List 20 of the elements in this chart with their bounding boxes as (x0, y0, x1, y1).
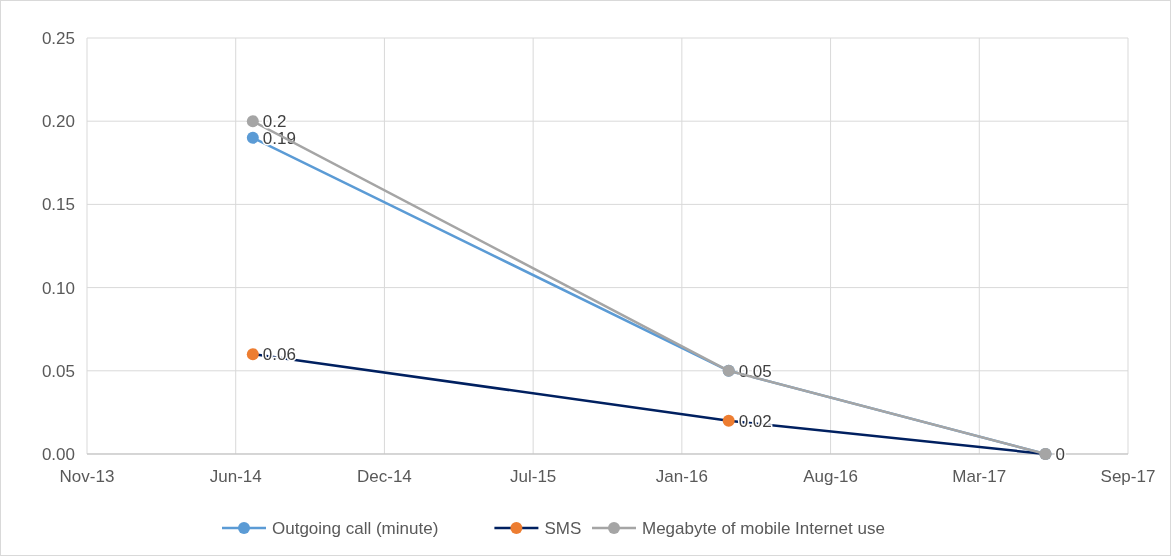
data-label: 0.2 (262, 112, 287, 132)
y-tick-label: 0.05 (41, 361, 75, 381)
x-tick-label: Jan-16 (655, 467, 708, 486)
legend-label: Megabyte of mobile Internet use (642, 519, 885, 538)
x-tick-label: Nov-13 (59, 467, 115, 486)
x-tick-label: Sep-17 (1100, 467, 1156, 486)
y-tick-label: 0.15 (41, 195, 75, 215)
x-tick-label: Mar-17 (952, 467, 1007, 486)
y-tick-label: 0.25 (41, 29, 75, 48)
y-tick-label: 0.20 (41, 112, 75, 132)
data-label: 0.05 (738, 361, 772, 381)
legend-label: SMS (544, 519, 582, 538)
x-tick-label: Aug-16 (803, 467, 858, 486)
x-tick-label: Jul-15 (509, 467, 557, 486)
y-tick-label: 0.10 (41, 278, 75, 298)
y-tick-label: 0.00 (41, 445, 75, 464)
x-tick-label: Jun-14 (209, 467, 262, 486)
x-tick-label: Dec-14 (357, 467, 412, 486)
legend-label: Outgoing call (minute) (272, 519, 439, 538)
data-label: 0 (1055, 445, 1065, 464)
